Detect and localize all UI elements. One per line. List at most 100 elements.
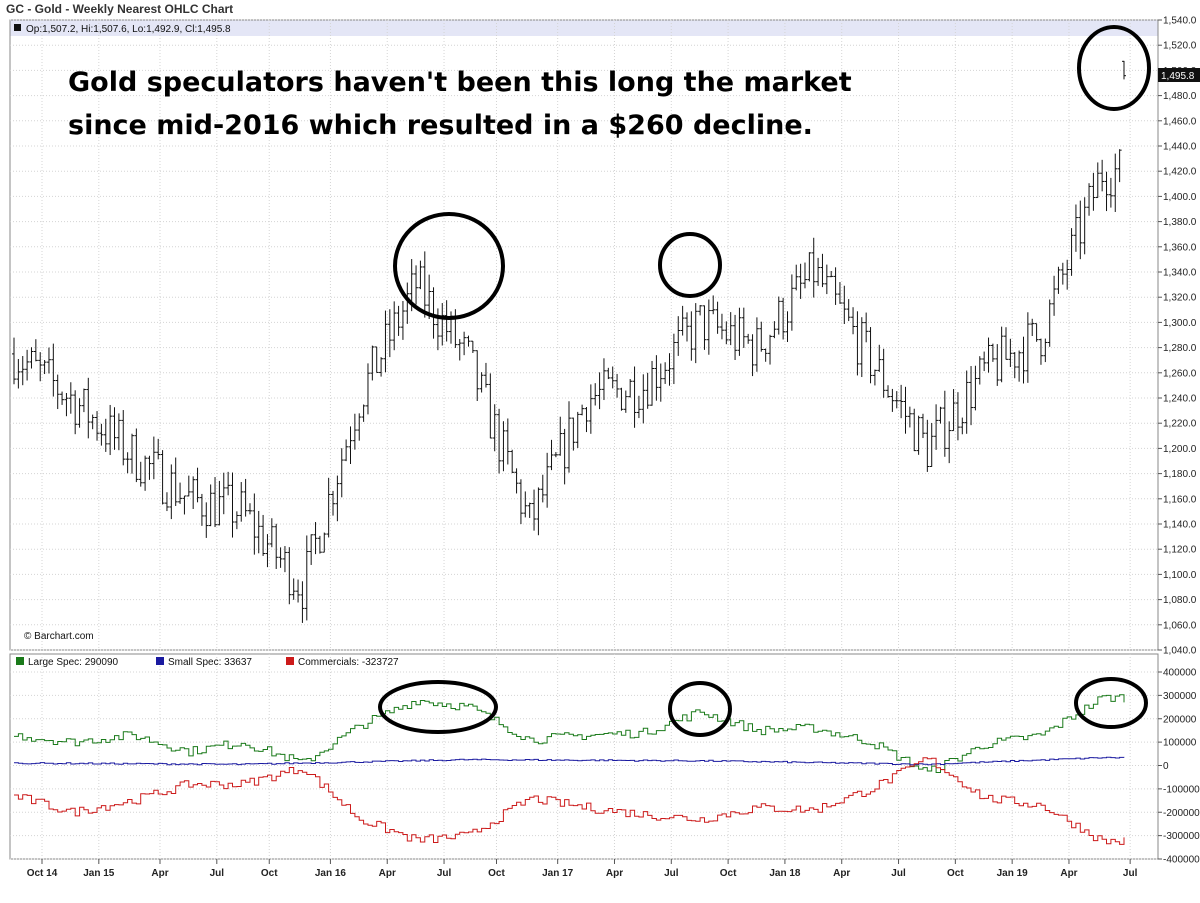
cot-tick-label: -100000 (1163, 784, 1200, 795)
ohlc-bar (60, 391, 65, 405)
ohlc-bar (553, 452, 558, 458)
ohlc-bar (1008, 338, 1013, 368)
x-tick-label: Apr (1060, 868, 1077, 879)
last-price-marker (1158, 68, 1200, 82)
ohlc-bar (973, 365, 978, 411)
ohlc-bar (418, 260, 423, 290)
ohlc-bar (1056, 266, 1061, 294)
ohlc-bar (1122, 60, 1126, 80)
ohlc-bar (282, 546, 287, 573)
ohlc-bar (348, 426, 353, 465)
ohlc-bar (715, 301, 720, 334)
ohlc-bar (239, 482, 244, 522)
ohlc-bar (247, 503, 252, 515)
ohlc-bar (344, 439, 349, 462)
ohlc-bar (833, 267, 838, 305)
ohlc-bar (545, 452, 550, 508)
legend-commercials: Commercials: -323727 (298, 657, 399, 668)
ohlc-bar (650, 360, 655, 406)
ohlc-bar (894, 391, 899, 409)
ohlc-bar (383, 310, 388, 373)
ohlc-bar (851, 307, 856, 335)
ohlc-bar (1025, 312, 1030, 383)
ohlc-bar (859, 317, 864, 378)
ohlc-bar (357, 413, 362, 441)
ohlc-bar (392, 301, 397, 351)
ohlc-bar (400, 301, 405, 340)
ohlc-bar (64, 393, 69, 417)
price-tick-label: 1,280.0 (1163, 343, 1197, 354)
ohlc-bar (12, 337, 16, 385)
ohlc-bar (763, 348, 768, 362)
ohlc-bar (129, 433, 134, 474)
price-tick-label: 1,480.0 (1163, 91, 1197, 102)
ohlc-bar (204, 502, 209, 538)
x-tick-label: Jan 16 (315, 868, 347, 879)
ohlc-bar (38, 352, 43, 382)
ohlc-bar (746, 333, 751, 344)
ohlc-bar (636, 395, 641, 419)
ohlc-bar (475, 350, 480, 401)
ohlc-bar (256, 510, 261, 554)
ohlc-bar (925, 419, 930, 472)
x-tick-label: Jul (664, 868, 679, 879)
ohlc-bar (99, 423, 104, 446)
cot-series-small-spec (14, 756, 1125, 766)
ohlc-bar (842, 285, 847, 325)
ohlc-bar (916, 415, 921, 455)
ohlc-bar (632, 366, 637, 428)
ohlc-bar (571, 417, 576, 451)
ohlc-bar (125, 452, 130, 474)
ohlc-bar (794, 264, 799, 291)
ohlc-bar (986, 337, 991, 373)
ohlc-bar (191, 476, 196, 509)
price-tick-label: 1,440.0 (1163, 142, 1197, 153)
ohlc-bar (274, 523, 279, 569)
x-tick-label: Oct (261, 868, 278, 879)
ohlc-bar (1021, 336, 1026, 384)
ohlc-bar (479, 372, 484, 393)
ohlc-bar (689, 311, 694, 361)
ohlc-bar (405, 282, 410, 324)
ohlc-bar (584, 407, 589, 433)
price-tick-label: 1,340.0 (1163, 268, 1197, 279)
x-tick-label: Apr (151, 868, 168, 879)
cot-tick-label: 200000 (1163, 714, 1197, 725)
ohlc-bar (365, 363, 370, 415)
price-y-axis: 1,040.0 1,060.0 1,080.0 1,100.0 1,120.0 1,140… (1158, 16, 1197, 657)
ohlc-bar (698, 305, 703, 316)
price-tick-label: 1,260.0 (1163, 368, 1197, 379)
price-tick-label: 1,140.0 (1163, 520, 1197, 531)
ohlc-bar (567, 401, 571, 473)
ohlc-bar (505, 418, 510, 465)
ohlc-bar (169, 464, 174, 520)
cot-series-commercials (14, 757, 1125, 845)
price-tick-label: 1,360.0 (1163, 242, 1197, 253)
ohlc-bar (261, 514, 266, 556)
ohlc-bar (606, 367, 611, 380)
ohlc-bar (719, 313, 724, 340)
ohlc-bar (374, 346, 379, 373)
price-tick-label: 1,160.0 (1163, 494, 1197, 505)
price-tick-label: 1,460.0 (1163, 116, 1197, 127)
ohlc-bar (252, 493, 257, 555)
ohlc-bar (466, 335, 471, 347)
ohlc-bar (121, 410, 126, 466)
cot-tick-label: 0 (1163, 761, 1169, 772)
legend-swatch-large-spec (16, 657, 24, 665)
ohlc-info: Op:1,507.2, Hi:1,507.6, Lo:1,492.9, Cl:1… (26, 24, 231, 35)
ohlc-bar (51, 343, 56, 397)
ohlc-bar (322, 532, 327, 553)
ohlc-bar (890, 388, 895, 412)
x-tick-label: Jan 18 (769, 868, 801, 879)
ohlc-bar (580, 404, 585, 416)
ohlc-bar (1073, 204, 1078, 252)
ohlc-bar (951, 389, 956, 432)
price-tick-label: 1,100.0 (1163, 570, 1197, 581)
ohlc-bar (676, 316, 681, 356)
ohlc-bar (300, 581, 305, 623)
ohlc-bar (1082, 197, 1087, 255)
ohlc-bar (278, 547, 283, 568)
ohlc-bar (1087, 183, 1092, 216)
ohlc-bar (929, 422, 934, 467)
